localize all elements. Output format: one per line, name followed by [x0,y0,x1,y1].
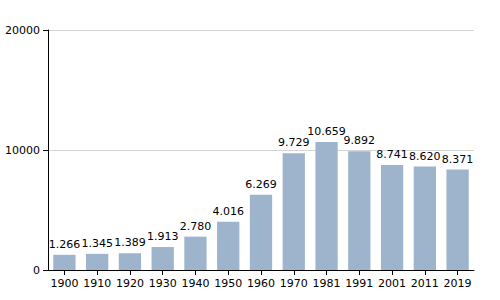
svg-text:1991: 1991 [345,277,373,290]
svg-text:1.913: 1.913 [147,230,179,243]
svg-text:2.780: 2.780 [180,220,212,233]
svg-text:20000: 20000 [5,24,40,37]
svg-text:2001: 2001 [378,277,406,290]
svg-text:1.345: 1.345 [81,237,113,250]
svg-text:8.371: 8.371 [442,153,474,166]
svg-text:9.892: 9.892 [344,134,376,147]
svg-text:2011: 2011 [411,277,439,290]
svg-text:1.266: 1.266 [49,238,81,251]
svg-text:9.729: 9.729 [278,136,310,149]
svg-text:1950: 1950 [214,277,242,290]
svg-text:0: 0 [33,264,40,277]
svg-text:1900: 1900 [50,277,78,290]
svg-text:4.016: 4.016 [212,205,244,218]
svg-text:8.741: 8.741 [376,148,408,161]
svg-text:1960: 1960 [247,277,275,290]
svg-text:8.620: 8.620 [409,150,441,163]
svg-text:1981: 1981 [313,277,341,290]
svg-text:10000: 10000 [5,144,40,157]
svg-text:1.389: 1.389 [114,236,146,249]
svg-text:2019: 2019 [444,277,472,290]
svg-text:1910: 1910 [83,277,111,290]
svg-text:1940: 1940 [181,277,209,290]
svg-text:1920: 1920 [116,277,144,290]
svg-text:6.269: 6.269 [245,178,277,191]
svg-text:1930: 1930 [149,277,177,290]
svg-text:1970: 1970 [280,277,308,290]
svg-text:10.659: 10.659 [307,125,346,138]
